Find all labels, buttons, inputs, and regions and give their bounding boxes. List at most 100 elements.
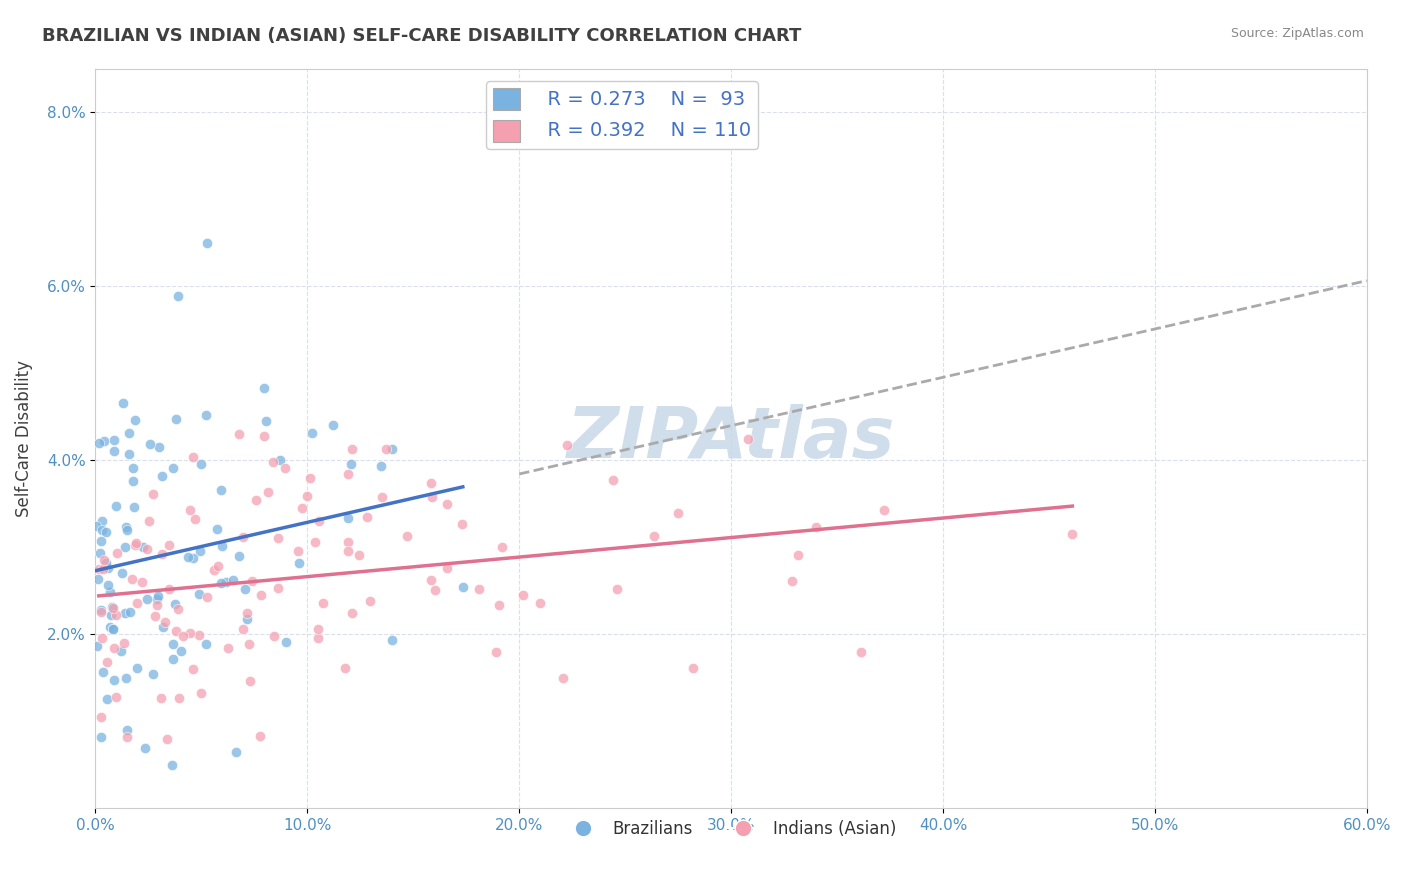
Point (606, 582, 628, 596)
Point (112, 395, 135, 409)
Point (423, 582, 446, 597)
Point (253, 381, 276, 395)
Point (322, 418, 344, 433)
Point (451, 517, 474, 532)
Point (162, 461, 184, 475)
Point (211, 539, 233, 553)
Point (207, 559, 229, 574)
Point (195, 409, 218, 423)
Point (181, 550, 204, 565)
Point (311, 596, 333, 610)
Point (217, 640, 239, 655)
Point (160, 758, 183, 772)
Point (257, 485, 280, 500)
Point (195, 637, 218, 651)
Point (167, 691, 190, 706)
Point (238, 636, 260, 650)
Point (420, 574, 443, 588)
Point (873, 503, 896, 517)
Point (115, 723, 138, 737)
Point (118, 426, 141, 441)
Point (239, 673, 262, 688)
Point (87, 562, 110, 576)
Point (295, 489, 318, 503)
Point (375, 442, 398, 456)
Point (96, 557, 118, 571)
Point (188, 587, 211, 601)
Point (157, 538, 180, 552)
Point (114, 606, 136, 620)
Point (804, 519, 827, 533)
Point (786, 549, 808, 563)
Point (136, 542, 159, 557)
Point (274, 461, 297, 475)
Point (103, 640, 125, 655)
Point (308, 514, 330, 528)
Point (643, 529, 665, 543)
Point (138, 515, 160, 529)
Legend: Brazilians, Indians (Asian): Brazilians, Indians (Asian) (560, 814, 903, 845)
Point (90, 710, 112, 724)
Point (195, 590, 218, 604)
Point (90, 730, 112, 744)
Point (87, 572, 110, 586)
Point (84, 518, 107, 533)
Y-axis label: Self-Care Disability: Self-Care Disability (15, 360, 32, 517)
Point (165, 624, 187, 638)
Point (179, 625, 201, 640)
Point (98, 585, 121, 599)
Point (359, 593, 381, 607)
Point (340, 442, 363, 456)
Point (162, 652, 184, 666)
Point (287, 544, 309, 558)
Point (110, 643, 132, 657)
Point (307, 631, 329, 645)
Point (190, 458, 212, 472)
Point (276, 635, 298, 649)
Point (170, 643, 193, 657)
Point (91, 631, 114, 645)
Point (127, 661, 149, 675)
Point (195, 235, 218, 250)
Point (163, 597, 186, 611)
Point (179, 502, 201, 516)
Point (172, 629, 194, 643)
Point (553, 671, 575, 685)
Point (111, 566, 134, 581)
Point (121, 572, 143, 586)
Point (150, 468, 173, 483)
Point (1062, 526, 1084, 541)
Point (222, 573, 245, 587)
Point (250, 588, 273, 602)
Point (232, 530, 254, 544)
Point (91, 514, 114, 528)
Point (307, 623, 329, 637)
Point (155, 615, 177, 629)
Point (228, 426, 250, 441)
Point (339, 457, 361, 471)
Point (117, 730, 139, 744)
Point (124, 538, 146, 552)
Point (187, 628, 209, 642)
Point (122, 461, 145, 475)
Point (183, 450, 205, 464)
Point (485, 644, 508, 658)
Point (89, 546, 111, 560)
Point (555, 438, 578, 452)
Point (131, 575, 153, 590)
Point (436, 561, 458, 575)
Point (370, 458, 392, 473)
Point (105, 608, 128, 623)
Point (336, 543, 359, 558)
Point (114, 541, 136, 555)
Point (167, 602, 190, 616)
Point (90, 605, 112, 619)
Point (849, 645, 872, 659)
Point (91, 562, 114, 576)
Point (181, 662, 204, 676)
Point (668, 506, 690, 520)
Point (118, 447, 141, 461)
Point (149, 691, 172, 706)
Point (245, 493, 267, 508)
Text: Source: ZipAtlas.com: Source: ZipAtlas.com (1230, 27, 1364, 40)
